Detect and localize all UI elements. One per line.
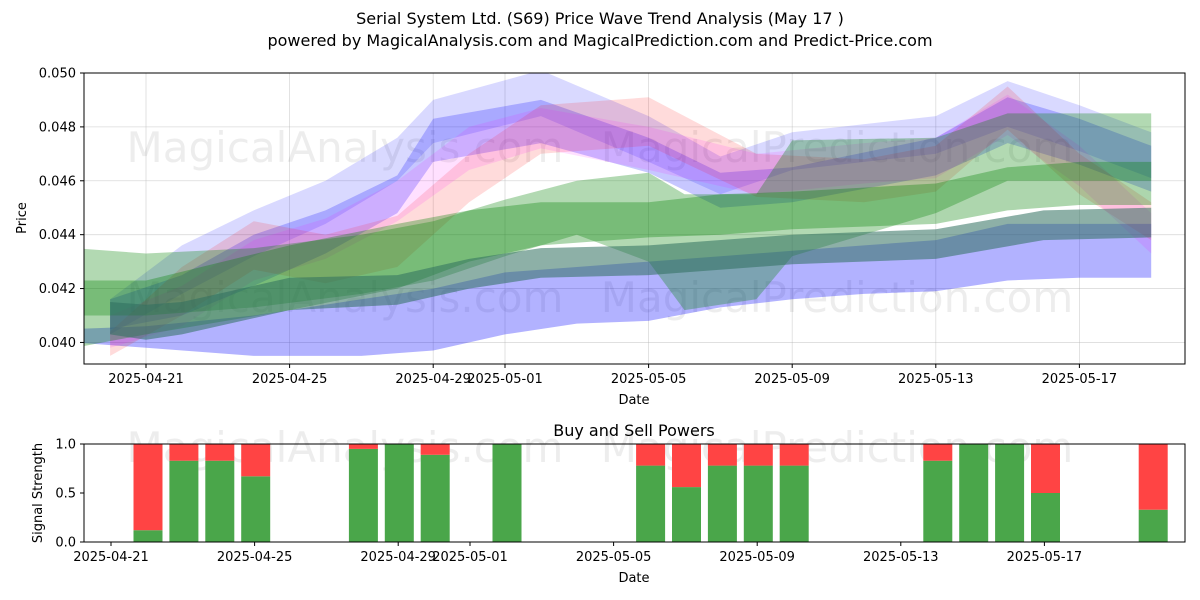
sell-power-bar [779, 444, 809, 466]
price-y-tick-label: 0.040 [39, 336, 76, 351]
price-band [110, 207, 1152, 340]
price-x-tick-label: 2025-04-21 [108, 372, 184, 387]
sell-power-bar [420, 444, 450, 455]
price-y-tick-label: 0.046 [39, 174, 76, 189]
signal-y-tick-label: 0.0 [55, 536, 76, 551]
watermark-text: MagicalPrediction.com [601, 273, 1074, 322]
signal-x-tick-label: 2025-05-01 [432, 550, 508, 565]
sell-power-bar [169, 444, 199, 461]
sell-power-bar [923, 444, 953, 461]
price-axes-frame [83, 72, 1186, 365]
price-band [84, 161, 1152, 346]
chart-title: Serial System Ltd. (S69) Price Wave Tren… [356, 9, 844, 28]
signal-y-tick-label: 0.5 [55, 487, 76, 502]
sell-power-bar [205, 444, 235, 461]
price-band [110, 94, 1152, 348]
signal-x-tick-label: 2025-05-09 [719, 550, 795, 565]
signal-axes: Buy and Sell Powers MagicalAnalysis.com M… [31, 421, 1186, 586]
price-x-tick-label: 2025-05-13 [898, 372, 974, 387]
price-band [110, 73, 1152, 335]
price-x-tick-label: 2025-05-17 [1042, 372, 1118, 387]
buy-power-bar [959, 444, 989, 542]
sell-power-bar [743, 444, 773, 466]
buy-power-bar [672, 487, 701, 542]
watermark-text: MagicalAnalysis.com [127, 123, 564, 172]
signal-x-tick-label: 2025-04-29 [360, 550, 436, 565]
buy-power-bar [636, 465, 666, 542]
price-x-tick-label: 2025-04-25 [252, 372, 328, 387]
price-band [84, 113, 1152, 316]
buy-power-bar [743, 465, 773, 542]
price-axes: MagicalAnalysis.com MagicalPrediction.com… [15, 67, 1186, 408]
buy-power-bar [995, 444, 1025, 542]
price-band [110, 86, 1152, 356]
buy-power-bar [1138, 509, 1168, 542]
price-y-tick-label: 0.042 [39, 282, 76, 297]
signal-x-axis-label: Date [618, 571, 649, 586]
buy-power-bar [420, 454, 450, 542]
price-band [110, 97, 1152, 329]
signal-y-axis-label: Signal Strength [31, 443, 46, 543]
signal-x-tick-label: 2025-04-21 [73, 550, 149, 565]
buy-power-bar [169, 460, 199, 542]
price-x-tick-label: 2025-05-09 [754, 372, 830, 387]
price-x-axis-label: Date [618, 393, 649, 408]
buy-power-bar [133, 530, 163, 542]
price-y-tick-label: 0.044 [39, 228, 76, 243]
sell-power-bar [1031, 444, 1060, 493]
buy-power-bar [923, 460, 953, 542]
signal-x-tick-label: 2025-05-05 [576, 550, 652, 565]
buy-power-bar [779, 465, 809, 542]
watermark-text: MagicalPrediction.com [601, 123, 1074, 172]
buy-power-bar [348, 448, 378, 542]
signal-y-tick-label: 1.0 [55, 438, 76, 453]
buy-power-bar [492, 444, 522, 542]
price-y-tick-label: 0.048 [39, 120, 76, 135]
price-x-tick-label: 2025-05-01 [467, 372, 543, 387]
buy-power-bar [241, 476, 271, 542]
price-y-axis-label: Price [15, 202, 30, 234]
sell-power-bar [707, 444, 737, 466]
sell-power-bar [348, 444, 378, 449]
price-x-tick-label: 2025-04-29 [395, 372, 471, 387]
watermark-text: MagicalAnalysis.com [127, 423, 564, 472]
sell-power-bar [133, 444, 163, 531]
chart-subtitle: powered by MagicalAnalysis.com and Magic… [267, 31, 933, 50]
buy-power-bar [707, 465, 737, 542]
buy-power-bar [1031, 493, 1060, 542]
sell-power-bar [1138, 444, 1168, 510]
signal-x-tick-label: 2025-04-25 [217, 550, 293, 565]
sell-power-bar [636, 444, 666, 466]
signal-x-tick-label: 2025-05-13 [863, 550, 939, 565]
sell-power-bar [241, 444, 271, 477]
price-x-tick-label: 2025-05-05 [611, 372, 687, 387]
buy-power-bar [384, 444, 414, 542]
sell-power-bar [672, 444, 701, 488]
price-y-tick-label: 0.050 [39, 67, 76, 82]
signal-chart-title: Buy and Sell Powers [553, 421, 715, 440]
buy-power-bar [205, 460, 235, 542]
signal-x-tick-label: 2025-05-17 [1007, 550, 1083, 565]
